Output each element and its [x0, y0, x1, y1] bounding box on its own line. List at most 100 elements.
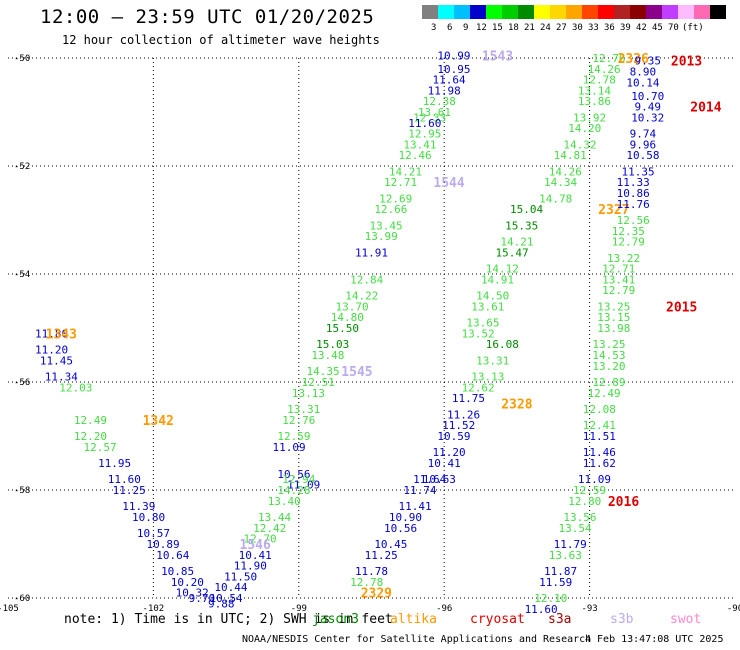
- satellite-cryosat: cryosat: [470, 612, 525, 627]
- track-label: 2326: [618, 52, 649, 67]
- swh-value: 13.13: [292, 387, 325, 400]
- swh-value: 11.20: [432, 446, 465, 459]
- swh-value: 12.59: [277, 430, 310, 443]
- track-label: 2013: [671, 55, 702, 70]
- swh-value: 11.91: [355, 246, 388, 259]
- swh-value: 11.50: [224, 570, 257, 583]
- colorbar-swatch: [518, 5, 534, 19]
- swh-value: 14.26: [549, 165, 582, 178]
- colorbar-swatch: [550, 5, 566, 19]
- swh-value: 12.76: [282, 414, 315, 427]
- colorbar-label: 70: [668, 23, 679, 33]
- swh-value: 12.69: [379, 192, 412, 205]
- swh-value: 11.25: [365, 549, 398, 562]
- colorbar-swatch: [598, 5, 614, 19]
- swh-value: 11.09: [578, 473, 611, 486]
- swh-value: 10.56: [384, 522, 417, 535]
- swh-value: 15.03: [316, 338, 349, 351]
- swh-value: 11.35: [622, 165, 655, 178]
- swh-value: 11.20: [35, 344, 68, 357]
- swh-value: 10.70: [631, 90, 664, 103]
- satellite-altika: altika: [390, 612, 437, 627]
- swh-value: 14.34: [544, 176, 577, 189]
- colorbar-label: 18: [508, 23, 519, 33]
- satellite-jason3: jason3: [312, 612, 359, 627]
- swh-value: 11.79: [554, 538, 587, 551]
- swh-value: 13.61: [471, 300, 504, 313]
- swh-value: 10.20: [171, 576, 204, 589]
- swh-value: 13.54: [558, 522, 591, 535]
- swh-value: 13.44: [258, 511, 291, 524]
- colorbar-label: 45: [652, 23, 663, 33]
- swh-value: 12.71: [384, 176, 417, 189]
- swh-value: 11.51: [583, 430, 616, 443]
- swh-value: 10.64: [156, 549, 189, 562]
- swh-value: 11.64: [432, 74, 465, 87]
- swh-value: 12.38: [423, 95, 456, 108]
- y-tick-label: -60: [14, 594, 30, 604]
- swh-value: 13.65: [466, 317, 499, 330]
- swh-value: 9.35: [635, 55, 662, 68]
- swh-value: 10.80: [132, 511, 165, 524]
- swh-value: 12.84: [350, 273, 383, 286]
- x-tick-label: -93: [581, 604, 597, 614]
- swh-value: 12.33: [413, 111, 446, 124]
- swh-value: 13.25: [597, 300, 630, 313]
- swh-value: 11.74: [403, 484, 436, 497]
- swh-value: 14.20: [568, 122, 601, 135]
- swh-value: 9.96: [630, 138, 657, 151]
- swh-value: 13.40: [268, 495, 301, 508]
- swh-value: 11.09: [273, 441, 306, 454]
- x-tick-label: -96: [436, 604, 452, 614]
- swh-value: 10.85: [161, 565, 194, 578]
- swh-value: 14.28: [277, 484, 310, 497]
- swh-value: 10.90: [389, 511, 422, 524]
- swh-value: 11.60: [525, 603, 558, 616]
- colorbar-label: 33: [588, 23, 599, 33]
- colorbar-swatch: [438, 5, 454, 19]
- swh-value: 14.81: [554, 149, 587, 162]
- swh-value: 14.80: [331, 311, 364, 324]
- swh-value: 12.08: [583, 403, 616, 416]
- swh-value: 11.80: [35, 327, 68, 340]
- swh-value: 14.26: [588, 63, 621, 76]
- swh-value: 12.95: [408, 128, 441, 141]
- swh-value: 13.70: [336, 300, 369, 313]
- swh-value: 9.74: [630, 128, 657, 141]
- swh-value: 10.89: [147, 538, 180, 551]
- swh-value: 11.78: [355, 565, 388, 578]
- swh-value: 8.90: [630, 66, 657, 79]
- swh-value: 11.98: [428, 84, 461, 97]
- colorbar-label: 39: [620, 23, 631, 33]
- swh-value: 9.70: [189, 592, 216, 605]
- swh-value: 12.49: [588, 387, 621, 400]
- colorbar-label: 36: [604, 23, 615, 33]
- swh-value: 13.41: [403, 138, 436, 151]
- swh-value: 10.56: [277, 468, 310, 481]
- colorbar-swatch: [486, 5, 502, 19]
- swh-value: 11.41: [399, 500, 432, 513]
- swh-value: 13.63: [549, 549, 582, 562]
- swh-value: 10.54: [210, 592, 243, 605]
- colorbar-swatch: [582, 5, 598, 19]
- swh-value: 13.14: [578, 84, 611, 97]
- footer-timestamp: 4 Feb 13:47:08 UTC 2025: [585, 634, 724, 645]
- swh-value: 10.63: [423, 473, 456, 486]
- swh-value: 13.48: [311, 349, 344, 362]
- swh-value: 13.92: [573, 111, 606, 124]
- swh-value: 11.39: [122, 500, 155, 513]
- swh-value: 13.52: [462, 327, 495, 340]
- swh-value: 12.56: [617, 214, 650, 227]
- swh-value: 12.03: [59, 381, 92, 394]
- colorbar-swatch: [630, 5, 646, 19]
- satellite-s3a: s3a: [548, 612, 572, 627]
- chart-subtitle: 12 hour collection of altimeter wave hei…: [62, 33, 380, 47]
- satellite-swot: swot: [670, 612, 702, 627]
- swh-value: 13.56: [563, 511, 596, 524]
- swh-value: 11.26: [447, 408, 480, 421]
- swh-value: 13.25: [592, 338, 625, 351]
- swh-value: 9.88: [208, 597, 235, 610]
- swh-value: 15.04: [510, 203, 543, 216]
- y-tick-label: -56: [14, 378, 30, 388]
- swh-value: 11.25: [113, 484, 146, 497]
